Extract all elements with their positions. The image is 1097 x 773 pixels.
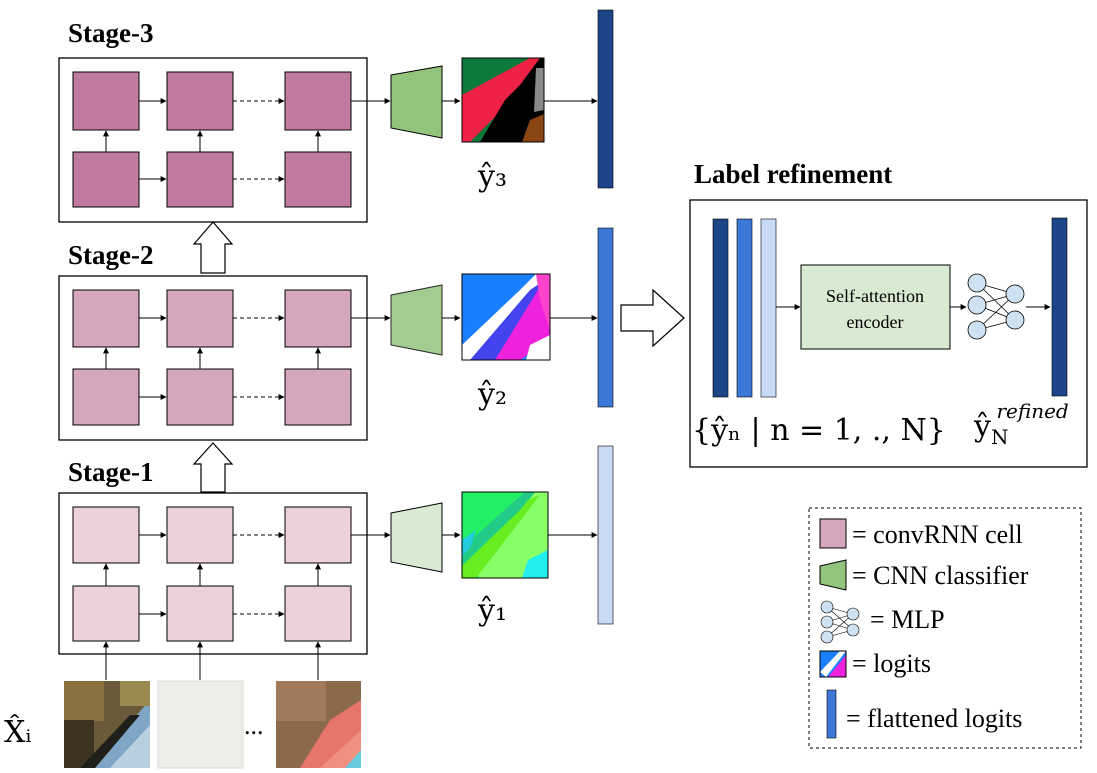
mlp-icon: [967, 273, 1025, 340]
stage-1-output-label: ŷ₁: [477, 593, 507, 628]
stage-3-logits-map: [461, 57, 545, 143]
cnn-classifier: [390, 284, 443, 356]
stage-1-title: Stage-1: [68, 457, 153, 487]
legend-cnn-label: = CNN classifier: [852, 561, 1029, 590]
refined-logits: [1051, 217, 1068, 397]
input-ellipsis: ...: [244, 711, 264, 740]
stacked-logits-light: [760, 218, 777, 398]
right-arrow-icon: [620, 288, 685, 348]
convrnn-cell: [166, 506, 234, 564]
stage-2-output-label: ŷ₂: [477, 377, 507, 412]
stage-1-cells: [72, 506, 352, 642]
convrnn-cell: [166, 151, 234, 208]
flattened-logits-3: [597, 9, 614, 189]
encoder-label-line1: Self-attention: [826, 286, 924, 306]
stage-3-title: Stage-3: [68, 18, 153, 48]
stage-2: Stage-2: [58, 227, 614, 441]
flattened-logits-2: [597, 227, 614, 408]
convrnn-cell: [72, 289, 140, 348]
legend-logits-label: = logits: [852, 649, 931, 678]
flattened-logits-1: [597, 445, 614, 625]
input-images: ... X̂ᵢ: [4, 680, 361, 769]
cnn-classifier: [390, 502, 443, 573]
convrnn-cell: [284, 71, 352, 131]
stage-2-title: Stage-2: [68, 240, 153, 270]
legend-mlp-label: = MLP: [870, 605, 945, 634]
input-label: X̂ᵢ: [4, 715, 31, 750]
cnn-classifier: [390, 65, 443, 139]
legend-convrnn-swatch: [819, 518, 847, 549]
legend-logits-swatch: [819, 650, 847, 678]
legend: = convRNN cell = CNN classifier = MLP = …: [808, 507, 1082, 749]
legend-flattened-label: = flattened logits: [846, 704, 1022, 733]
convrnn-cell: [72, 71, 140, 131]
convrnn-cell: [72, 368, 140, 426]
stage-3: Stage-3: [58, 9, 614, 223]
refined-label: ŷNrefined: [973, 399, 1069, 449]
input-image-1: [64, 681, 150, 768]
input-image-2: [157, 680, 244, 769]
up-arrow-icon: [192, 221, 234, 274]
stage-3-connections: [103, 98, 598, 182]
stage-3-output-label: ŷ₃: [477, 159, 507, 194]
legend-flattened-swatch: [826, 689, 837, 739]
input-image-3: [276, 681, 361, 768]
stacked-logits-mid: [736, 218, 753, 398]
up-arrow-icon: [192, 442, 234, 493]
legend-cnn-swatch: [819, 559, 847, 591]
self-attention-encoder: [800, 264, 951, 350]
convrnn-cell: [166, 368, 234, 426]
encoder-label-line2: encoder: [847, 312, 904, 332]
label-refinement: Label refinement Self-attention encoder …: [689, 159, 1088, 468]
stage-1: Stage-1: [58, 445, 614, 680]
convrnn-cell: [284, 151, 352, 208]
convrnn-cell: [166, 585, 234, 642]
legend-convrnn-label: = convRNN cell: [852, 520, 1023, 549]
convrnn-cell: [72, 151, 140, 208]
convrnn-cell: [284, 506, 352, 564]
stage-2-logits-map: [461, 273, 551, 361]
legend-mlp-icon: [820, 600, 860, 644]
stacked-logits-dark: [712, 218, 729, 398]
stage-2-connections: [103, 315, 598, 400]
convrnn-cell: [284, 368, 352, 426]
convrnn-cell: [72, 585, 140, 642]
stage-1-logits-map: [461, 491, 549, 579]
convrnn-cell: [284, 585, 352, 642]
label-refinement-title: Label refinement: [694, 159, 892, 189]
set-label: {ŷₙ | n = 1, ., N}: [692, 413, 946, 448]
convrnn-cell: [166, 289, 234, 348]
stage-1-connections: [103, 532, 598, 680]
convrnn-cell: [166, 71, 234, 131]
convrnn-cell: [284, 289, 352, 348]
stage-3-cells: [72, 71, 352, 208]
convrnn-cell: [72, 506, 140, 564]
